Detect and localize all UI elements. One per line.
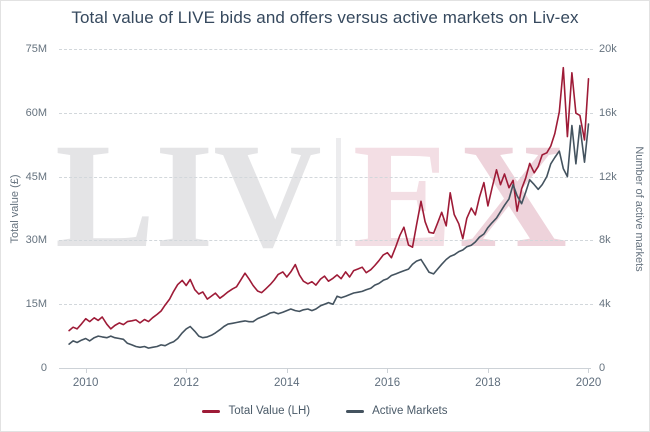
x-axis-tick-label: 2014 — [273, 377, 300, 389]
x-axis-line — [59, 368, 591, 369]
legend-item-active-markets[interactable]: Active Markets — [346, 405, 448, 417]
watermark-e-text: E — [352, 113, 453, 279]
y-axis-title-right: Number of active markets — [633, 146, 645, 272]
x-axis-tick-label: 2010 — [72, 377, 99, 389]
x-axis-tick-label: 2016 — [374, 377, 401, 389]
y-axis-left-tick-label: 0 — [40, 362, 47, 374]
legend: Total Value (LH) Active Markets — [1, 405, 649, 417]
y-axis-right-tick-label: 4k — [599, 298, 611, 311]
y-axis-left-tick-label: 45M — [25, 170, 47, 183]
y-axis-left-tick-label: 30M — [25, 234, 47, 247]
legend-swatch — [346, 409, 365, 413]
gridline — [59, 304, 593, 306]
x-axis-tick-label: 2018 — [475, 377, 501, 389]
legend-label: Active Markets — [372, 405, 448, 417]
legend-label: Total Value (LH) — [228, 405, 311, 417]
gridline — [59, 240, 593, 242]
x-axis-tick-mark — [387, 368, 389, 373]
y-axis-right-tick-label: 16k — [599, 106, 617, 119]
watermark-x-text: X — [458, 113, 568, 279]
x-axis-tick-label: 2012 — [173, 377, 199, 389]
watermark-divider — [335, 138, 341, 246]
gridline — [59, 176, 593, 178]
y-axis-left-tick-label: 15M — [25, 298, 47, 311]
legend-item-total-value-lh[interactable]: Total Value (LH) — [202, 405, 310, 417]
liv-ex-watermark: LIV EX — [55, 121, 567, 271]
x-axis-tick-mark — [286, 368, 288, 373]
y-axis-right-tick-label: 12k — [599, 170, 617, 183]
x-axis-tick-mark — [85, 368, 87, 373]
x-axis-tick-label: 2020 — [575, 377, 602, 389]
y-axis-left-tick-label: 75M — [25, 43, 47, 55]
x-axis-tick-mark — [588, 368, 590, 373]
y-axis-right-tick-label: 20k — [599, 43, 617, 55]
y-axis-title-left: Total value (£) — [9, 174, 21, 244]
chart-title: Total value of LIVE bids and offers vers… — [71, 8, 579, 27]
x-axis-tick-mark — [186, 368, 188, 373]
watermark-liv-text: LIV — [55, 113, 322, 279]
gridline — [59, 112, 593, 114]
gridline — [59, 49, 593, 50]
y-axis-right-tick-label: 8k — [599, 234, 611, 247]
legend-swatch — [202, 409, 221, 413]
y-axis-right-tick-label: 0 — [599, 362, 606, 374]
y-axis-left-tick-label: 60M — [25, 106, 47, 119]
x-axis-tick-mark — [487, 368, 489, 373]
